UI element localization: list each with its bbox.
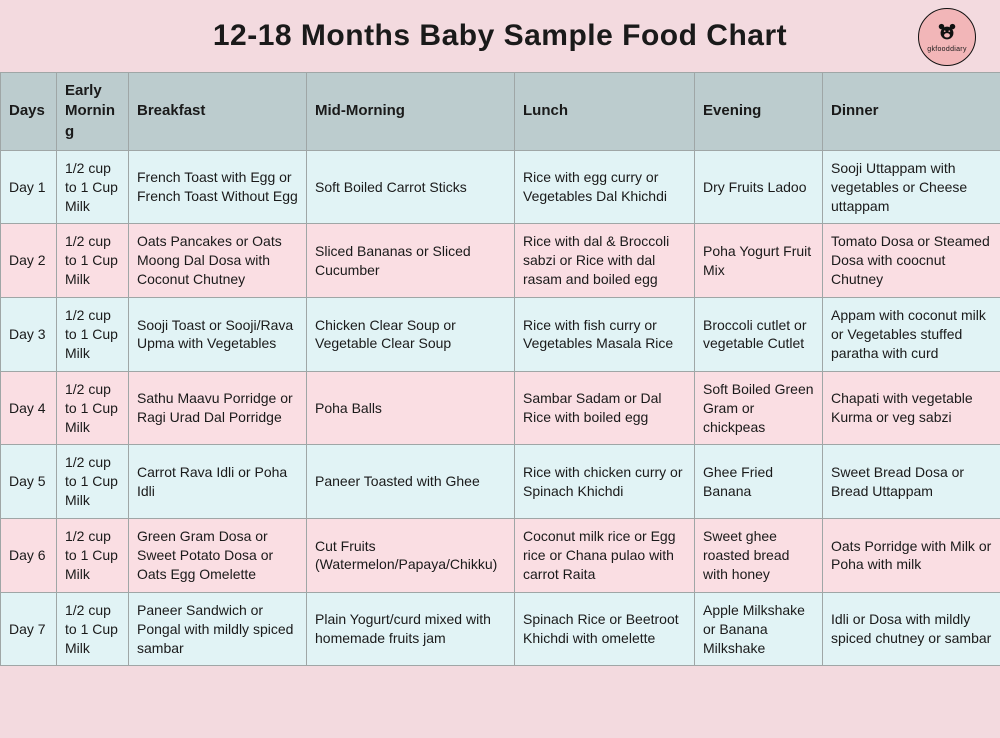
cell-mid: Sliced Bananas or Sliced Cucumber [307, 224, 515, 298]
cell-bfast: Sathu Maavu Porridge or Ragi Urad Dal Po… [129, 371, 307, 445]
cell-lunch: Rice with dal & Broccoli sabzi or Rice w… [515, 224, 695, 298]
cell-evening: Dry Fruits Ladoo [695, 150, 823, 224]
table-row: Day 6 1/2 cup to 1 Cup Milk Green Gram D… [1, 519, 1000, 593]
col-days: Days [1, 73, 57, 151]
col-dinner: Dinner [823, 73, 1000, 151]
table-header-row: Days Early Morning Breakfast Mid-Morning… [1, 73, 1000, 151]
cell-early: 1/2 cup to 1 Cup Milk [57, 298, 129, 372]
cell-bfast: Carrot Rava Idli or Poha Idli [129, 445, 307, 519]
cell-lunch: Rice with chicken curry or Spinach Khich… [515, 445, 695, 519]
brand-logo: gkfooddiary [918, 8, 976, 66]
table-body: Day 1 1/2 cup to 1 Cup Milk French Toast… [1, 150, 1000, 666]
cell-lunch: Spinach Rice or Beetroot Khichdi with om… [515, 592, 695, 666]
cell-bfast: Green Gram Dosa or Sweet Potato Dosa or … [129, 519, 307, 593]
table-row: Day 1 1/2 cup to 1 Cup Milk French Toast… [1, 150, 1000, 224]
col-mid: Mid-Morning [307, 73, 515, 151]
cell-day: Day 3 [1, 298, 57, 372]
cell-mid: Chicken Clear Soup or Vegetable Clear So… [307, 298, 515, 372]
cell-early: 1/2 cup to 1 Cup Milk [57, 519, 129, 593]
cell-dinner: Tomato Dosa or Steamed Dosa with coocnut… [823, 224, 1000, 298]
teddy-icon [936, 22, 958, 44]
cell-bfast: Oats Pancakes or Oats Moong Dal Dosa wit… [129, 224, 307, 298]
cell-lunch: Coconut milk rice or Egg rice or Chana p… [515, 519, 695, 593]
cell-day: Day 7 [1, 592, 57, 666]
cell-lunch: Rice with egg curry or Vegetables Dal Kh… [515, 150, 695, 224]
cell-day: Day 4 [1, 371, 57, 445]
cell-early: 1/2 cup to 1 Cup Milk [57, 592, 129, 666]
cell-dinner: Appam with coconut milk or Vegetables st… [823, 298, 1000, 372]
cell-dinner: Idli or Dosa with mildly spiced chutney … [823, 592, 1000, 666]
cell-evening: Broccoli cutlet or vegetable Cutlet [695, 298, 823, 372]
page-title: 12-18 Months Baby Sample Food Chart [213, 19, 787, 53]
col-lunch: Lunch [515, 73, 695, 151]
cell-day: Day 5 [1, 445, 57, 519]
col-early: Early Morning [57, 73, 129, 151]
food-chart-table: Days Early Morning Breakfast Mid-Morning… [0, 72, 1000, 666]
cell-lunch: Rice with fish curry or Vegetables Masal… [515, 298, 695, 372]
cell-bfast: French Toast with Egg or French Toast Wi… [129, 150, 307, 224]
cell-lunch: Sambar Sadam or Dal Rice with boiled egg [515, 371, 695, 445]
brand-name: gkfooddiary [927, 46, 967, 53]
header: 12-18 Months Baby Sample Food Chart gkfo… [0, 0, 1000, 72]
cell-mid: Paneer Toasted with Ghee [307, 445, 515, 519]
table-row: Day 4 1/2 cup to 1 Cup Milk Sathu Maavu … [1, 371, 1000, 445]
cell-early: 1/2 cup to 1 Cup Milk [57, 371, 129, 445]
cell-mid: Poha Balls [307, 371, 515, 445]
cell-evening: Poha Yogurt Fruit Mix [695, 224, 823, 298]
table-row: Day 7 1/2 cup to 1 Cup Milk Paneer Sandw… [1, 592, 1000, 666]
col-evening: Evening [695, 73, 823, 151]
cell-bfast: Paneer Sandwich or Pongal with mildly sp… [129, 592, 307, 666]
cell-dinner: Oats Porridge with Milk or Poha with mil… [823, 519, 1000, 593]
table-row: Day 5 1/2 cup to 1 Cup Milk Carrot Rava … [1, 445, 1000, 519]
cell-bfast: Sooji Toast or Sooji/Rava Upma with Vege… [129, 298, 307, 372]
cell-day: Day 6 [1, 519, 57, 593]
cell-mid: Soft Boiled Carrot Sticks [307, 150, 515, 224]
cell-evening: Apple Milkshake or Banana Milkshake [695, 592, 823, 666]
cell-dinner: Sooji Uttappam with vegetables or Cheese… [823, 150, 1000, 224]
cell-dinner: Chapati with vegetable Kurma or veg sabz… [823, 371, 1000, 445]
cell-mid: Plain Yogurt/curd mixed with homemade fr… [307, 592, 515, 666]
cell-evening: Ghee Fried Banana [695, 445, 823, 519]
cell-early: 1/2 cup to 1 Cup Milk [57, 150, 129, 224]
cell-early: 1/2 cup to 1 Cup Milk [57, 445, 129, 519]
cell-day: Day 2 [1, 224, 57, 298]
cell-mid: Cut Fruits (Watermelon/Papaya/Chikku) [307, 519, 515, 593]
table-row: Day 3 1/2 cup to 1 Cup Milk Sooji Toast … [1, 298, 1000, 372]
cell-dinner: Sweet Bread Dosa or Bread Uttappam [823, 445, 1000, 519]
cell-early: 1/2 cup to 1 Cup Milk [57, 224, 129, 298]
col-bfast: Breakfast [129, 73, 307, 151]
cell-evening: Sweet ghee roasted bread with honey [695, 519, 823, 593]
table-row: Day 2 1/2 cup to 1 Cup Milk Oats Pancake… [1, 224, 1000, 298]
cell-evening: Soft Boiled Green Gram or chickpeas [695, 371, 823, 445]
cell-day: Day 1 [1, 150, 57, 224]
